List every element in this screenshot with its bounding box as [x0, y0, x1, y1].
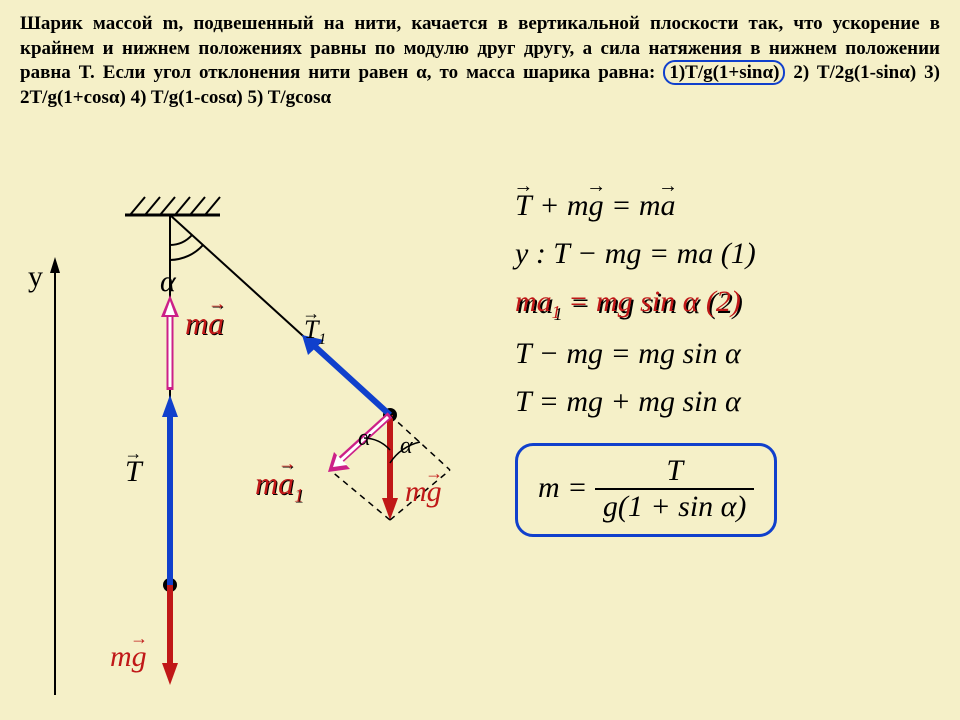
answer-option-1: 1)T/g(1+sinα): [663, 60, 785, 85]
newton-vector-eq: T + mg = ma: [515, 189, 945, 223]
alpha-ext1: α: [358, 425, 371, 452]
equations-block: T + mg = ma y : T − mg = ma (1) ma1 = mg…: [515, 175, 945, 537]
tangential-eq: ma1 = mg sin α (2) ma1 = mg sin α (2): [515, 285, 945, 323]
alpha-ext2: α: [400, 433, 413, 460]
tension1-label: T→1: [304, 315, 326, 349]
tension-eq: T = mg + mg sin α: [515, 385, 945, 419]
alpha-pivot: α: [160, 265, 176, 299]
combined-eq: T − mg = mg sin α: [515, 337, 945, 371]
final-lhs: m =: [538, 471, 587, 504]
final-answer-box: m = T g(1 + sin α): [515, 443, 777, 537]
y-projection-eq: y : T − mg = ma (1): [515, 237, 945, 271]
mg-bottom-label: mg→: [110, 640, 147, 674]
mg-extreme-label: mg→: [405, 475, 442, 509]
tension-label: T→: [125, 455, 142, 489]
diagram-svg: [10, 165, 490, 705]
final-denominator: g(1 + sin α): [595, 490, 754, 526]
final-numerator: T: [595, 454, 754, 490]
ma1-label: ma→1 ma→1: [255, 465, 304, 507]
pendulum-diagram: y α ma→ ma→ T→ mg→ T→1 ma→1 ma→1 mg→ α α: [10, 165, 490, 705]
y-axis-label: y: [28, 260, 43, 294]
ma-label: ma→ ma→: [185, 305, 224, 342]
problem-statement: Шарик массой m, подвешенный на нити, кач…: [20, 12, 940, 111]
